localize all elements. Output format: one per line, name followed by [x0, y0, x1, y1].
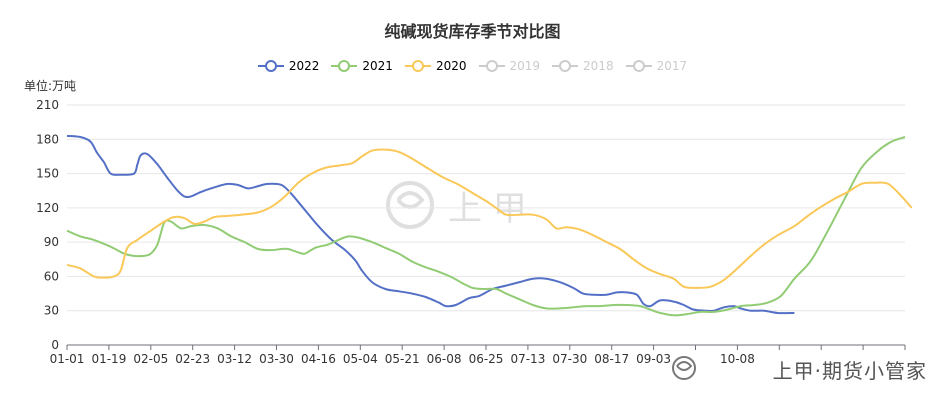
x-tick-label: 03-12: [217, 352, 252, 366]
x-tick-label: 07-13: [510, 352, 545, 366]
watermark-text: 上甲·期货小管家: [772, 359, 927, 383]
legend: 2022 2021 2020 2019 2018 2017: [0, 59, 945, 73]
y-axis: 0 30 60 90 120 150 180 210: [36, 98, 59, 352]
x-tick-label: 03-30: [259, 352, 294, 366]
y-tick-label: 60: [44, 269, 59, 283]
y-tick-label: 180: [36, 132, 59, 146]
legend-item-2020[interactable]: 2020: [404, 59, 467, 73]
series-layer: [66, 134, 913, 317]
legend-line-circle-icon: [478, 60, 505, 72]
y-tick-label: 0: [51, 338, 59, 352]
legend-item-2018[interactable]: 2018: [552, 59, 614, 73]
x-tick-label: 08-17: [594, 352, 629, 366]
legend-item-2022[interactable]: 2022: [257, 59, 320, 73]
legend-line-circle-icon: [552, 60, 579, 72]
x-tick-label: 07-30: [552, 352, 587, 366]
x-tick-label: 05-21: [385, 352, 420, 366]
watermark-badge: [672, 356, 696, 380]
series-line-2020: [66, 148, 913, 289]
x-tick-label: 02-23: [175, 352, 210, 366]
legend-label: 2017: [656, 59, 688, 73]
series-line-2022: [66, 134, 795, 315]
legend-label: 2020: [435, 59, 467, 73]
y-tick-label: 30: [44, 304, 59, 318]
x-tick-label: 01-19: [91, 352, 126, 366]
legend-label: 2019: [509, 59, 541, 73]
legend-line-circle-icon: [331, 60, 358, 72]
x-tick-label: 05-04: [343, 352, 378, 366]
x-tick-label: 04-16: [301, 352, 336, 366]
y-tick-label: 120: [36, 201, 59, 215]
legend-label: 2021: [362, 59, 393, 73]
x-axis: 01-01 01-19 02-05 02-23 03-12 03-30 04-16 05-04…: [50, 345, 906, 366]
x-tick-label: 06-08: [427, 352, 462, 366]
legend-line-circle-icon: [404, 60, 431, 72]
watermark-logo-text: 上 甲: [448, 189, 527, 229]
y-tick-label: 210: [36, 98, 59, 112]
series-line-2021: [66, 136, 906, 317]
x-tick-label: 09-03: [636, 352, 671, 366]
y-tick-label: 150: [36, 167, 59, 181]
y-tick-label: 90: [44, 235, 59, 249]
x-tick-label: 01-01: [50, 352, 85, 366]
legend-line-circle-icon: [257, 60, 284, 72]
watermark-logo: 上 甲: [386, 181, 527, 229]
x-tick-label: 06-25: [469, 352, 504, 366]
y-axis-unit-label: 单位:万吨: [24, 79, 77, 93]
legend-line-circle-icon: [625, 60, 652, 72]
legend-item-2017[interactable]: 2017: [625, 59, 688, 73]
x-tick-label: 02-05: [133, 352, 168, 366]
legend-item-2019[interactable]: 2019: [478, 59, 541, 73]
x-tick-label: 10-08: [720, 352, 755, 366]
chart-title: 纯碱现货库存季节对比图: [384, 22, 561, 41]
legend-label: 2018: [583, 59, 614, 73]
legend-item-2021[interactable]: 2021: [331, 59, 393, 73]
legend-label: 2022: [288, 59, 320, 73]
